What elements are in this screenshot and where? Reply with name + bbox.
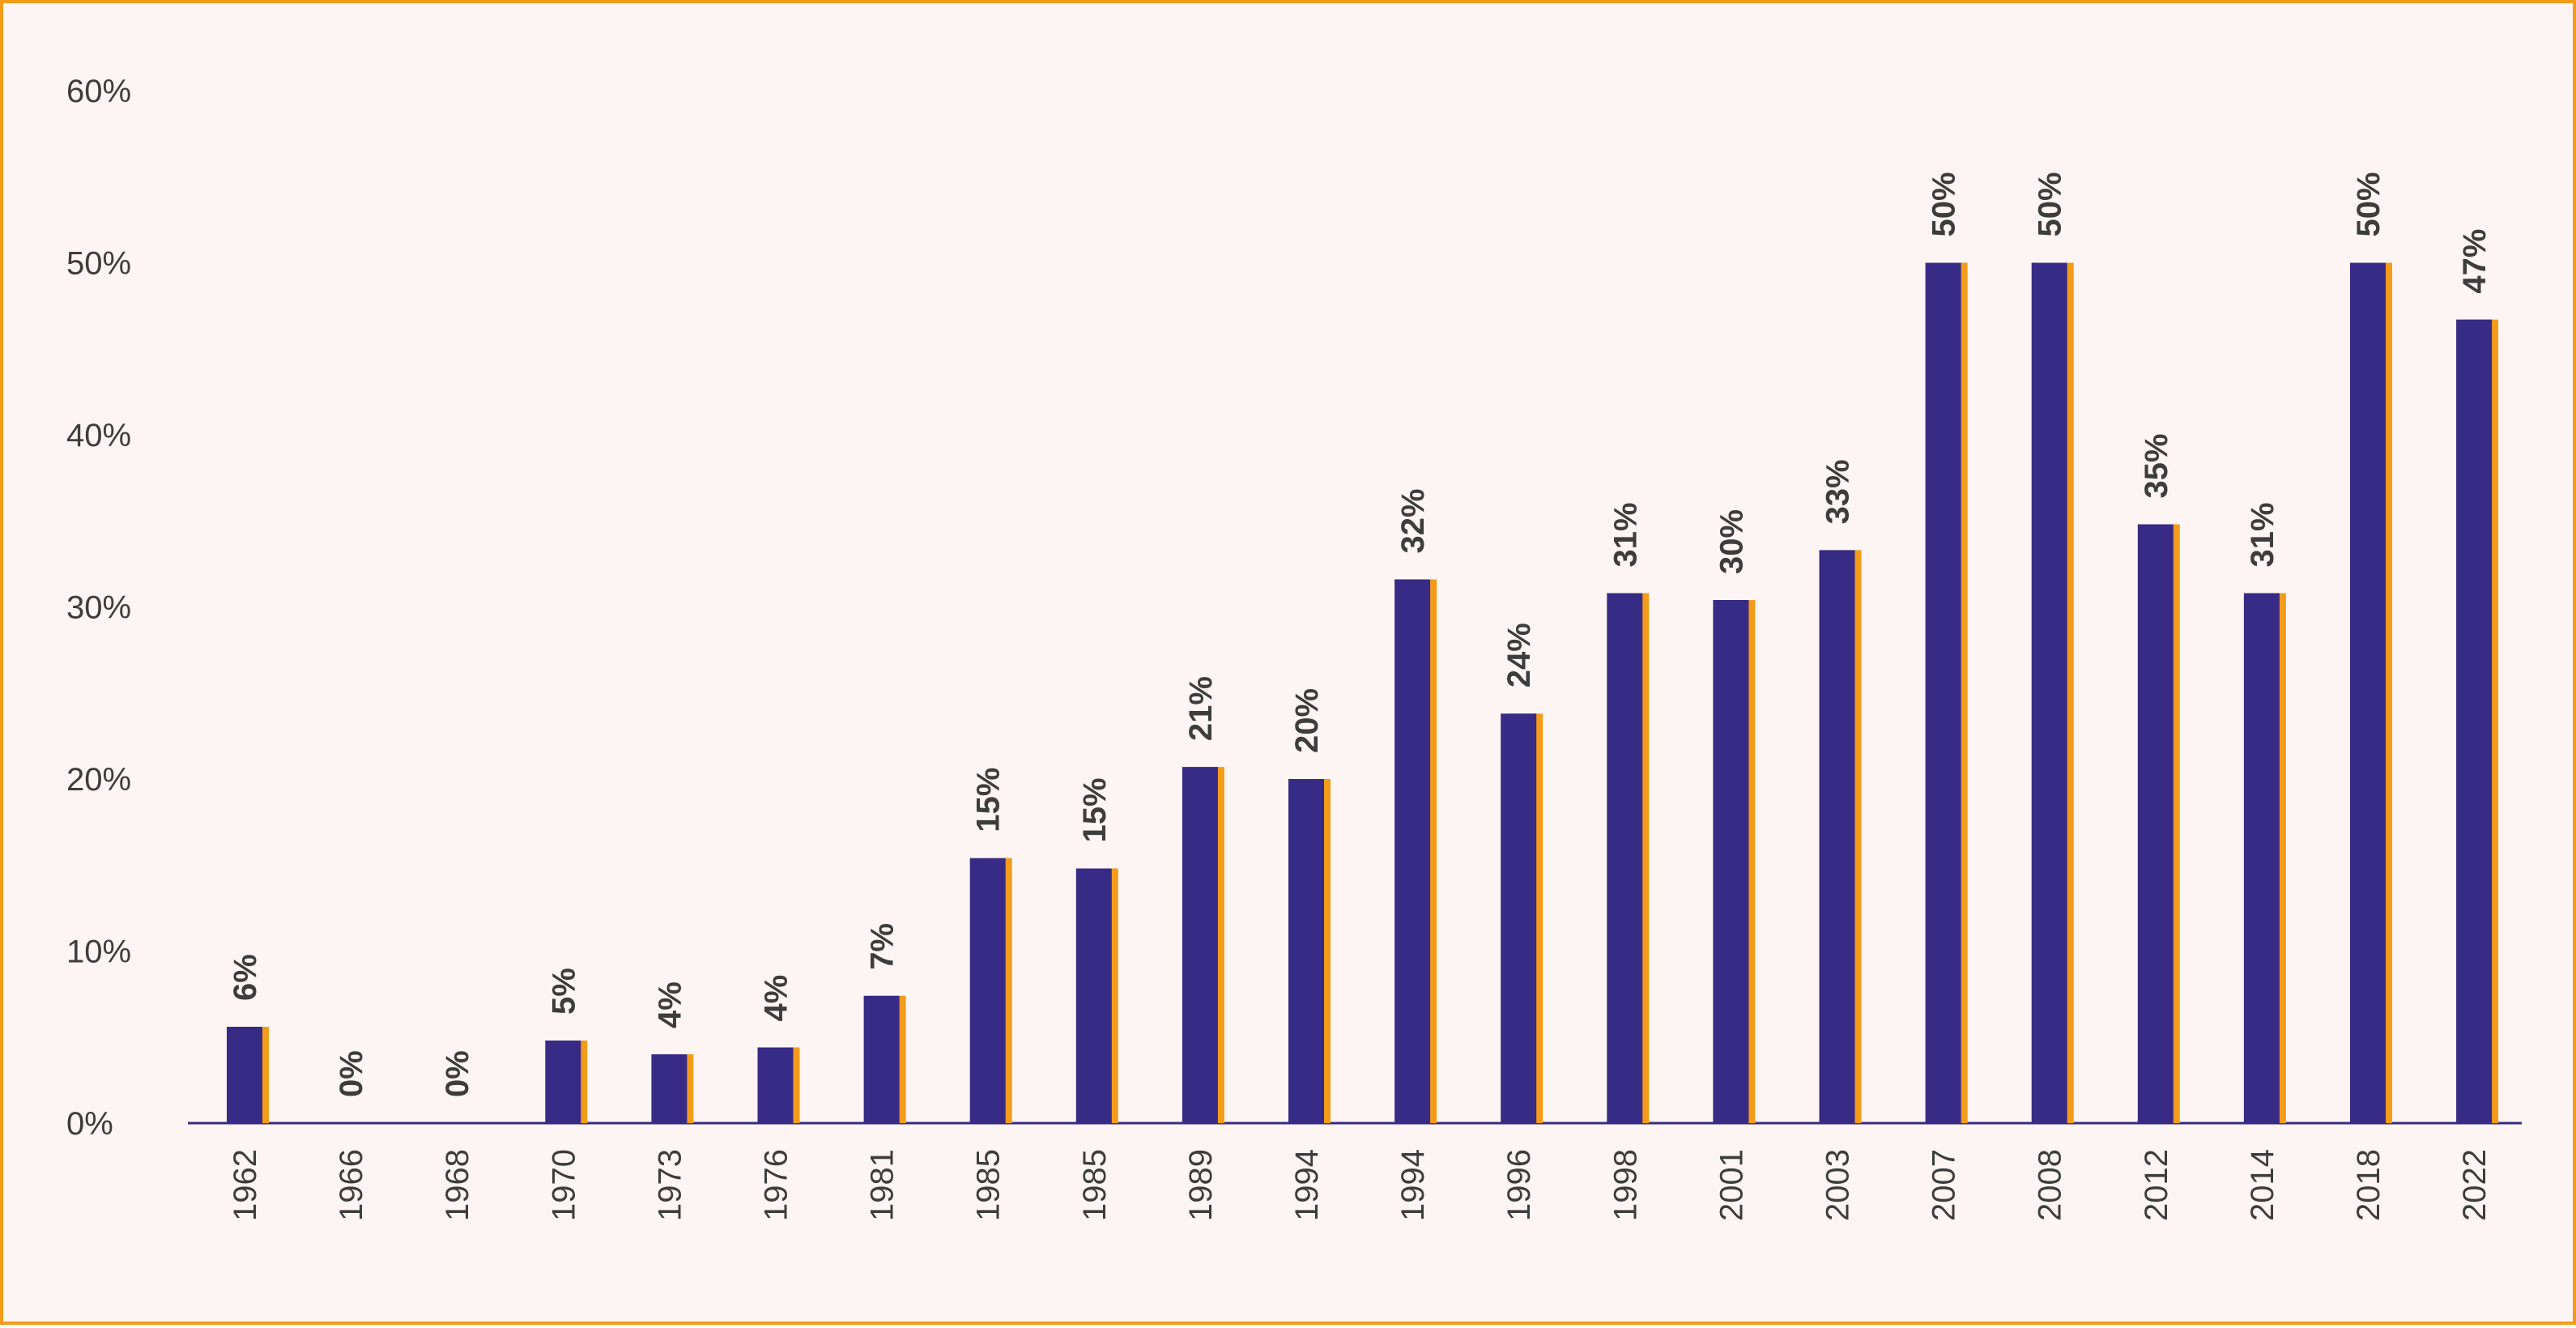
bar — [227, 1027, 262, 1123]
x-tick-label: 1998 — [1607, 1149, 1643, 1221]
x-tick-label: 1994 — [1395, 1149, 1431, 1221]
x-tick-label: 1966 — [334, 1149, 369, 1221]
data-label: 31% — [1607, 502, 1643, 567]
bar — [1394, 579, 1431, 1123]
x-tick-label: 1989 — [1183, 1149, 1219, 1221]
data-label: 15% — [1077, 777, 1113, 842]
bar — [1288, 779, 1324, 1123]
x-tick-label: 1996 — [1501, 1149, 1537, 1221]
x-tick-label: 2014 — [2245, 1149, 2280, 1221]
data-label: 15% — [971, 768, 1007, 832]
bar — [1182, 767, 1218, 1123]
y-tick-label: 10% — [66, 934, 131, 970]
bar — [651, 1054, 688, 1123]
y-tick-label: 20% — [66, 762, 131, 798]
bar — [2137, 524, 2174, 1123]
y-tick-label: 0% — [66, 1106, 113, 1142]
data-label: 0% — [440, 1050, 475, 1097]
data-label: 50% — [2351, 172, 2387, 236]
y-tick-label: 40% — [66, 418, 131, 453]
bar — [1075, 868, 1112, 1123]
bar — [1607, 593, 1643, 1123]
data-label: 30% — [1714, 509, 1749, 574]
data-label: 5% — [546, 968, 581, 1015]
x-axis: 1962 1966 1968 1970 1973 1976 1981 1985 1985 1989… — [228, 1149, 2493, 1221]
bar — [757, 1047, 794, 1123]
x-tick-label: 1994 — [1289, 1149, 1325, 1221]
x-tick-label: 1985 — [1077, 1149, 1113, 1221]
y-axis: 0% 10% 20% 30% 40% 50% 60% — [66, 74, 131, 1142]
data-label: 4% — [652, 981, 688, 1028]
data-label: 24% — [1501, 623, 1537, 687]
x-tick-label: 2012 — [2139, 1149, 2174, 1221]
bars — [227, 262, 2499, 1123]
x-tick-label: 1970 — [546, 1149, 581, 1221]
x-tick-label: 1981 — [865, 1149, 901, 1221]
bar — [1501, 713, 1537, 1123]
data-label: 50% — [2033, 172, 2068, 236]
x-tick-label: 2001 — [1714, 1149, 1749, 1221]
bar — [2350, 262, 2386, 1123]
data-label: 6% — [228, 954, 263, 1001]
data-label: 50% — [1927, 172, 1962, 236]
bar-chart: 0% 10% 20% 30% 40% 50% 60% 6% 0% 0% 5% 4% 4% 7% 15% 15… — [66, 74, 2522, 1221]
data-label: 4% — [759, 975, 794, 1022]
x-tick-label: 2003 — [1820, 1149, 1856, 1221]
bar — [2243, 593, 2280, 1123]
bar — [2456, 319, 2493, 1123]
data-label: 0% — [334, 1050, 369, 1097]
bar — [1819, 550, 1855, 1123]
bar — [1713, 600, 1749, 1123]
x-tick-label: 1976 — [759, 1149, 794, 1221]
data-label: 35% — [2139, 433, 2174, 498]
x-tick-label: 1962 — [228, 1149, 263, 1221]
x-tick-label: 2018 — [2351, 1149, 2387, 1221]
data-label: 20% — [1289, 688, 1325, 753]
y-tick-label: 30% — [66, 590, 131, 626]
y-tick-label: 60% — [66, 74, 131, 109]
data-label: 32% — [1395, 488, 1431, 553]
bar — [545, 1041, 581, 1123]
x-tick-label: 2007 — [1927, 1149, 1962, 1221]
data-label: 33% — [1820, 459, 1856, 524]
data-label: 47% — [2457, 229, 2493, 294]
x-tick-label: 1985 — [971, 1149, 1007, 1221]
bar — [863, 995, 900, 1123]
bar — [969, 858, 1006, 1123]
bar — [1925, 262, 1961, 1123]
bar — [2031, 262, 2067, 1123]
x-tick-label: 1968 — [440, 1149, 475, 1221]
x-tick-label: 1973 — [652, 1149, 688, 1221]
y-tick-label: 50% — [66, 246, 131, 282]
x-tick-label: 2022 — [2457, 1149, 2493, 1221]
x-tick-label: 2008 — [2033, 1149, 2068, 1221]
data-labels: 6% 0% 0% 5% 4% 4% 7% 15% 15% 21% 20% 32% 24% 31% 30% 33… — [228, 172, 2493, 1097]
data-label: 7% — [865, 923, 901, 970]
data-label: 31% — [2245, 502, 2280, 567]
data-label: 21% — [1183, 676, 1219, 741]
